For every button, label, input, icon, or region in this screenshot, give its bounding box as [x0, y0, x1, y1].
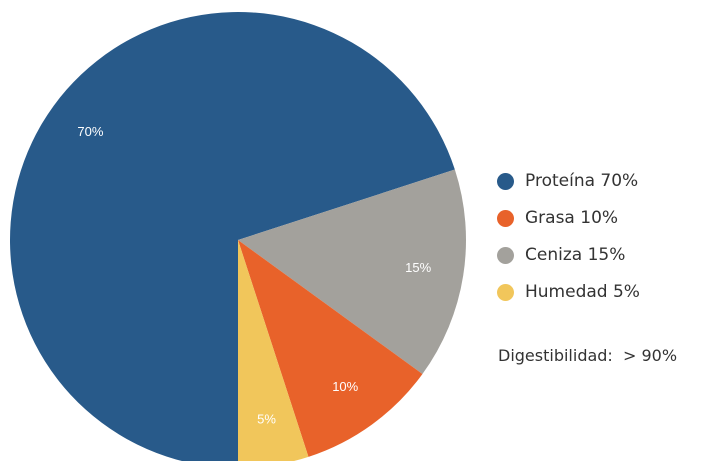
slice-label-grasa: 10% — [332, 379, 358, 394]
pie-slice-labels: 70% 15% 10% 5% — [77, 124, 431, 426]
legend-swatch-proteina — [497, 172, 514, 190]
legend-label-ceniza: Ceniza 15% — [525, 245, 626, 265]
legend-swatch-grasa — [497, 209, 514, 227]
legend-label-proteina: Proteína 70% — [525, 171, 639, 191]
legend-swatch-ceniza — [497, 246, 514, 264]
pie-slice-grasa — [238, 240, 423, 457]
legend-swatch-humedad — [497, 283, 514, 301]
legend-label-humedad: Humedad 5% — [525, 282, 640, 302]
legend-item-ceniza: Ceniza 15% — [497, 244, 640, 266]
pie-slices — [10, 12, 467, 461]
pie-slice-humedad — [238, 240, 309, 461]
slice-label-humedad: 5% — [257, 412, 276, 427]
digestibility-note: Digestibilidad: > 90% — [498, 346, 678, 365]
legend-item-humedad: Humedad 5% — [497, 281, 640, 303]
pie-slice-ceniza — [238, 169, 467, 375]
legend-label-grasa: Grasa 10% — [525, 208, 619, 228]
legend-item-grasa: Grasa 10% — [497, 207, 640, 229]
pie-slice-proteina — [10, 12, 455, 461]
slice-label-proteina: 70% — [77, 124, 103, 139]
legend: Proteína 70% Grasa 10% Ceniza 15% Humeda… — [497, 170, 640, 318]
legend-item-proteina: Proteína 70% — [497, 170, 640, 192]
slice-label-ceniza: 15% — [405, 260, 431, 275]
